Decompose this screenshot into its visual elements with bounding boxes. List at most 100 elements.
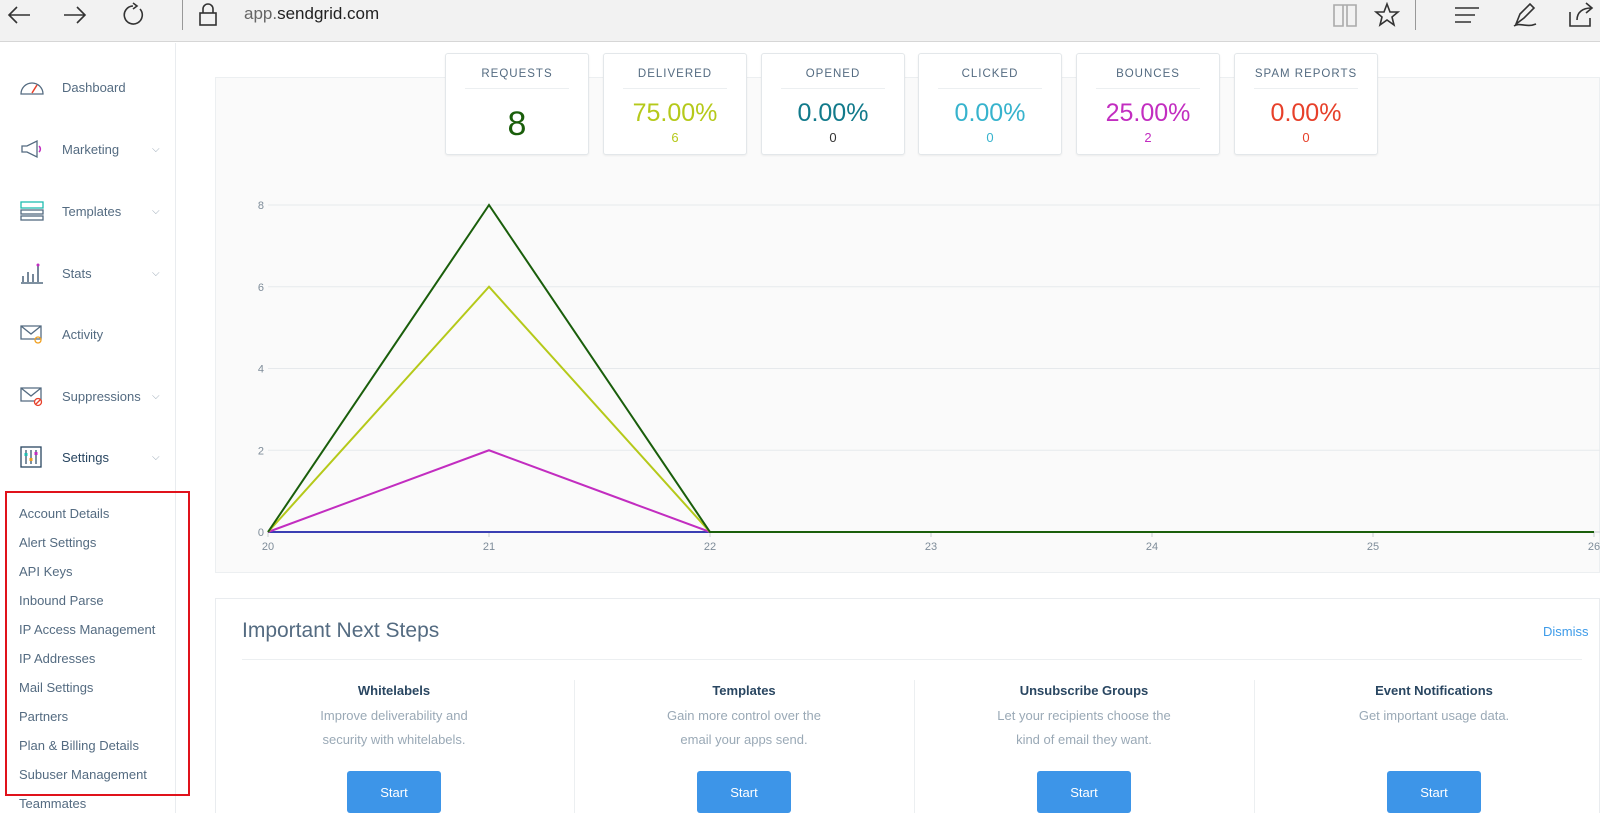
stat-card-bounces: BOUNCES 25.00% 2 xyxy=(1076,53,1220,155)
sidebar-item-marketing[interactable]: Marketing ⌵ xyxy=(0,129,176,169)
back-arrow-icon[interactable] xyxy=(4,0,34,30)
next-step-desc-line: Improve deliverability and xyxy=(320,708,468,723)
next-step-heading: Event Notifications xyxy=(1375,683,1493,698)
series-line-delivered xyxy=(267,285,1594,533)
settings-sub-teammates[interactable]: Teammates xyxy=(19,796,87,811)
stat-count: 0 xyxy=(1302,130,1310,145)
series-line-bounces xyxy=(267,449,1594,533)
sidebar-item-label: Suppressions xyxy=(62,388,141,404)
next-step-desc-line: Gain more control over the xyxy=(667,708,821,723)
x-tick-label: 20 xyxy=(262,541,274,553)
stat-count: 0 xyxy=(829,130,837,145)
chevron-down-icon: ⌵ xyxy=(152,205,160,217)
settings-sub-subuser-management[interactable]: Subuser Management xyxy=(19,767,147,782)
address-bar[interactable]: app.sendgrid.com xyxy=(244,4,379,24)
stat-card-clicked: CLICKED 0.00% 0 xyxy=(918,53,1062,155)
settings-sliders-icon xyxy=(20,446,42,468)
settings-sub-inbound-parse[interactable]: Inbound Parse xyxy=(19,593,104,608)
next-step-desc-line: kind of email they want. xyxy=(1016,732,1152,747)
settings-sub-partners[interactable]: Partners xyxy=(19,709,69,724)
y-tick-label: 4 xyxy=(258,364,264,376)
stat-title: BOUNCES xyxy=(1116,68,1180,80)
next-steps-column-divider xyxy=(1254,680,1255,813)
stat-count: 0 xyxy=(986,130,994,145)
dismiss-link[interactable]: Dismiss xyxy=(1543,624,1589,639)
stat-title: CLICKED xyxy=(961,68,1019,80)
stat-card-requests: REQUESTS 8 xyxy=(445,53,589,155)
sidebar-item-templates[interactable]: Templates ⌵ xyxy=(0,191,176,231)
settings-sub-plan-billing[interactable]: Plan & Billing Details xyxy=(19,738,139,753)
chevron-down-icon: ⌵ xyxy=(152,451,160,463)
sidebar-item-settings[interactable]: Settings ⌵ xyxy=(0,437,176,477)
next-step-desc-line: Get important usage data. xyxy=(1358,708,1510,723)
y-tick-label: 2 xyxy=(258,445,264,457)
stat-percent: 0.00% xyxy=(954,99,1026,127)
sidebar-item-dashboard[interactable]: Dashboard xyxy=(0,67,176,107)
next-step-desc-line: email your apps send. xyxy=(680,732,808,747)
x-tick-label: 24 xyxy=(1146,541,1158,553)
url-prefix: app. xyxy=(244,4,278,23)
stat-card-opened: OPENED 0.00% 0 xyxy=(761,53,905,155)
settings-sub-api-keys[interactable]: API Keys xyxy=(19,564,73,579)
stat-value: 8 xyxy=(507,105,527,143)
settings-sub-alert-settings[interactable]: Alert Settings xyxy=(19,535,97,550)
stats-panel xyxy=(215,77,1600,573)
next-step-heading: Templates xyxy=(712,683,776,698)
hub-menu-icon[interactable] xyxy=(1452,0,1482,30)
megaphone-icon xyxy=(21,139,42,159)
next-steps-column-divider xyxy=(914,680,915,813)
suppressions-envelope-block-icon xyxy=(20,387,43,407)
sidebar-item-label: Dashboard xyxy=(62,79,126,95)
settings-sub-ip-addresses[interactable]: IP Addresses xyxy=(19,651,96,666)
stat-card-delivered: DELIVERED 75.00% 6 xyxy=(603,53,747,155)
start-templates-button[interactable]: Start xyxy=(697,771,791,813)
settings-sub-ip-access-management[interactable]: IP Access Management xyxy=(19,622,156,637)
next-step-card-templates: Templates Gain more control over the emai… xyxy=(594,683,894,752)
sidebar-item-label: Settings xyxy=(62,449,109,465)
sidebar-item-activity[interactable]: Activity xyxy=(0,314,176,354)
favorite-star-icon[interactable] xyxy=(1372,0,1402,30)
highlight-annotation-box xyxy=(5,491,190,796)
settings-sub-account-details[interactable]: Account Details xyxy=(19,506,110,521)
sidebar-item-label: Templates xyxy=(62,203,122,219)
refresh-icon[interactable] xyxy=(118,0,148,30)
y-tick-label: 8 xyxy=(258,200,264,212)
next-step-desc-line: security with whitelabels. xyxy=(322,732,466,747)
stat-divider xyxy=(1096,88,1200,89)
stat-percent: 0.00% xyxy=(797,99,869,127)
sidebar-item-label: Stats xyxy=(62,265,92,281)
stat-divider xyxy=(465,88,569,89)
stat-title: DELIVERED xyxy=(637,68,713,80)
stat-divider xyxy=(938,88,1042,89)
settings-sub-mail-settings[interactable]: Mail Settings xyxy=(19,680,94,695)
start-event-notifications-button[interactable]: Start xyxy=(1387,771,1481,813)
series-line-requests xyxy=(267,203,1594,533)
chevron-down-icon: ⌵ xyxy=(152,143,160,155)
sidebar-item-suppressions[interactable]: Suppressions ⌵ xyxy=(0,376,176,416)
x-tick-label: 23 xyxy=(925,541,937,553)
x-tick-label: 25 xyxy=(1367,541,1379,553)
start-unsubscribe-groups-button[interactable]: Start xyxy=(1037,771,1131,813)
stat-title: REQUESTS xyxy=(481,68,553,80)
activity-envelope-search-icon xyxy=(20,325,42,344)
forward-arrow-icon[interactable] xyxy=(60,0,90,30)
y-tick-label: 0 xyxy=(258,527,264,539)
next-step-desc-line: Let your recipients choose the xyxy=(997,708,1171,723)
url-domain: sendgrid.com xyxy=(277,4,380,23)
reading-view-icon[interactable] xyxy=(1330,0,1360,30)
stat-title: OPENED xyxy=(805,68,861,80)
share-icon[interactable] xyxy=(1566,0,1596,30)
stat-divider xyxy=(781,88,885,89)
web-note-pen-icon[interactable] xyxy=(1510,0,1540,30)
sidebar-item-stats[interactable]: Stats ⌵ xyxy=(0,253,176,293)
stat-divider xyxy=(623,88,727,89)
toolbar-divider xyxy=(1415,0,1416,30)
stat-divider xyxy=(1254,88,1358,89)
next-step-card-whitelabels: Whitelabels Improve deliverability and se… xyxy=(244,683,544,752)
x-tick-label: 26 xyxy=(1588,541,1600,553)
start-whitelabels-button[interactable]: Start xyxy=(347,771,441,813)
x-tick-label: 22 xyxy=(704,541,716,553)
x-tick-label: 21 xyxy=(483,541,495,553)
browser-toolbar: app.sendgrid.com xyxy=(0,0,1600,42)
